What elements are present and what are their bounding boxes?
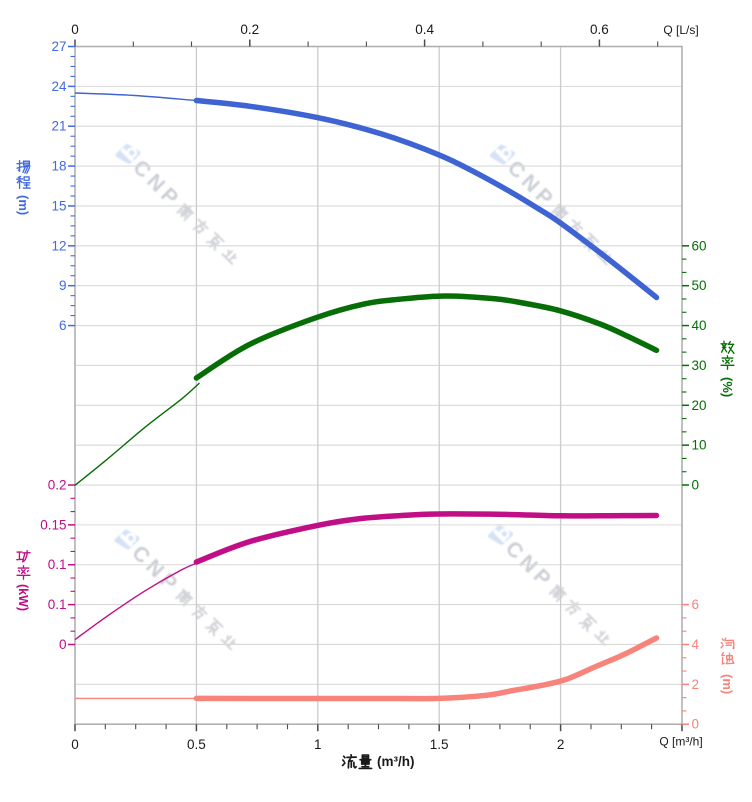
svg-text:1.5: 1.5: [430, 737, 449, 752]
svg-text:0.1: 0.1: [48, 557, 67, 572]
svg-text:(m): (m): [720, 674, 735, 694]
svg-text:(%): (%): [720, 377, 735, 397]
svg-text:0: 0: [71, 737, 79, 752]
svg-text:15: 15: [51, 199, 66, 214]
svg-text:4: 4: [692, 637, 700, 652]
svg-text:12: 12: [51, 238, 66, 253]
svg-text:6: 6: [692, 597, 700, 612]
svg-text:Q [L/s]: Q [L/s]: [663, 23, 698, 37]
svg-text:0.4: 0.4: [415, 22, 434, 37]
svg-text:2: 2: [557, 737, 565, 752]
svg-text:0.1: 0.1: [48, 597, 67, 612]
svg-text:0: 0: [692, 717, 700, 732]
svg-text:0.2: 0.2: [240, 22, 259, 37]
svg-text:6: 6: [59, 318, 67, 333]
svg-text:40: 40: [692, 318, 707, 333]
svg-text:(m³/h): (m³/h): [377, 754, 415, 769]
svg-text:(m): (m): [16, 195, 31, 215]
svg-text:9: 9: [59, 278, 67, 293]
svg-text:10: 10: [692, 438, 707, 453]
svg-text:Q [m³/h]: Q [m³/h]: [659, 735, 702, 749]
svg-text:21: 21: [51, 119, 66, 134]
svg-text:20: 20: [692, 398, 707, 413]
svg-text:0: 0: [59, 637, 67, 652]
svg-text:2: 2: [692, 677, 700, 692]
svg-text:30: 30: [692, 358, 707, 373]
svg-text:50: 50: [692, 278, 707, 293]
svg-text:1: 1: [314, 737, 322, 752]
svg-text:0.15: 0.15: [40, 517, 66, 532]
svg-text:0.2: 0.2: [48, 478, 67, 493]
svg-text:24: 24: [51, 79, 67, 94]
svg-text:0.6: 0.6: [590, 22, 609, 37]
svg-text:0.5: 0.5: [187, 737, 206, 752]
svg-text:0: 0: [692, 478, 700, 493]
svg-text:0: 0: [71, 22, 79, 37]
svg-text:60: 60: [692, 238, 707, 253]
svg-text:(kW): (kW): [16, 584, 30, 611]
svg-text:27: 27: [51, 39, 66, 54]
svg-text:18: 18: [51, 159, 66, 174]
